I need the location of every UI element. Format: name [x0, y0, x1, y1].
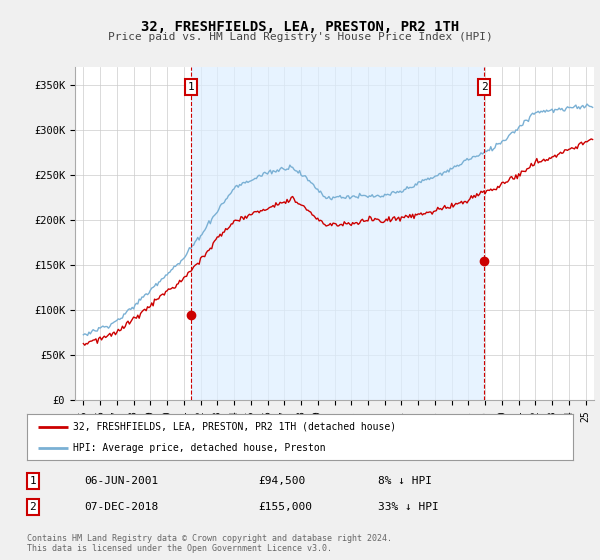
- Text: HPI: Average price, detached house, Preston: HPI: Average price, detached house, Pres…: [73, 443, 326, 453]
- Text: 32, FRESHFIELDS, LEA, PRESTON, PR2 1TH (detached house): 32, FRESHFIELDS, LEA, PRESTON, PR2 1TH (…: [73, 422, 397, 432]
- Text: 1: 1: [29, 476, 37, 486]
- Text: 06-JUN-2001: 06-JUN-2001: [84, 476, 158, 486]
- Text: £155,000: £155,000: [258, 502, 312, 512]
- Text: Contains HM Land Registry data © Crown copyright and database right 2024.
This d: Contains HM Land Registry data © Crown c…: [27, 534, 392, 553]
- Text: 32, FRESHFIELDS, LEA, PRESTON, PR2 1TH: 32, FRESHFIELDS, LEA, PRESTON, PR2 1TH: [141, 20, 459, 34]
- Bar: [191, 67, 484, 400]
- Text: 1: 1: [187, 82, 194, 92]
- Text: 33% ↓ HPI: 33% ↓ HPI: [378, 502, 439, 512]
- Text: 8% ↓ HPI: 8% ↓ HPI: [378, 476, 432, 486]
- Text: Price paid vs. HM Land Registry's House Price Index (HPI): Price paid vs. HM Land Registry's House …: [107, 32, 493, 42]
- Text: 07-DEC-2018: 07-DEC-2018: [84, 502, 158, 512]
- Text: 2: 2: [481, 82, 487, 92]
- Text: 2: 2: [29, 502, 37, 512]
- Text: £94,500: £94,500: [258, 476, 305, 486]
